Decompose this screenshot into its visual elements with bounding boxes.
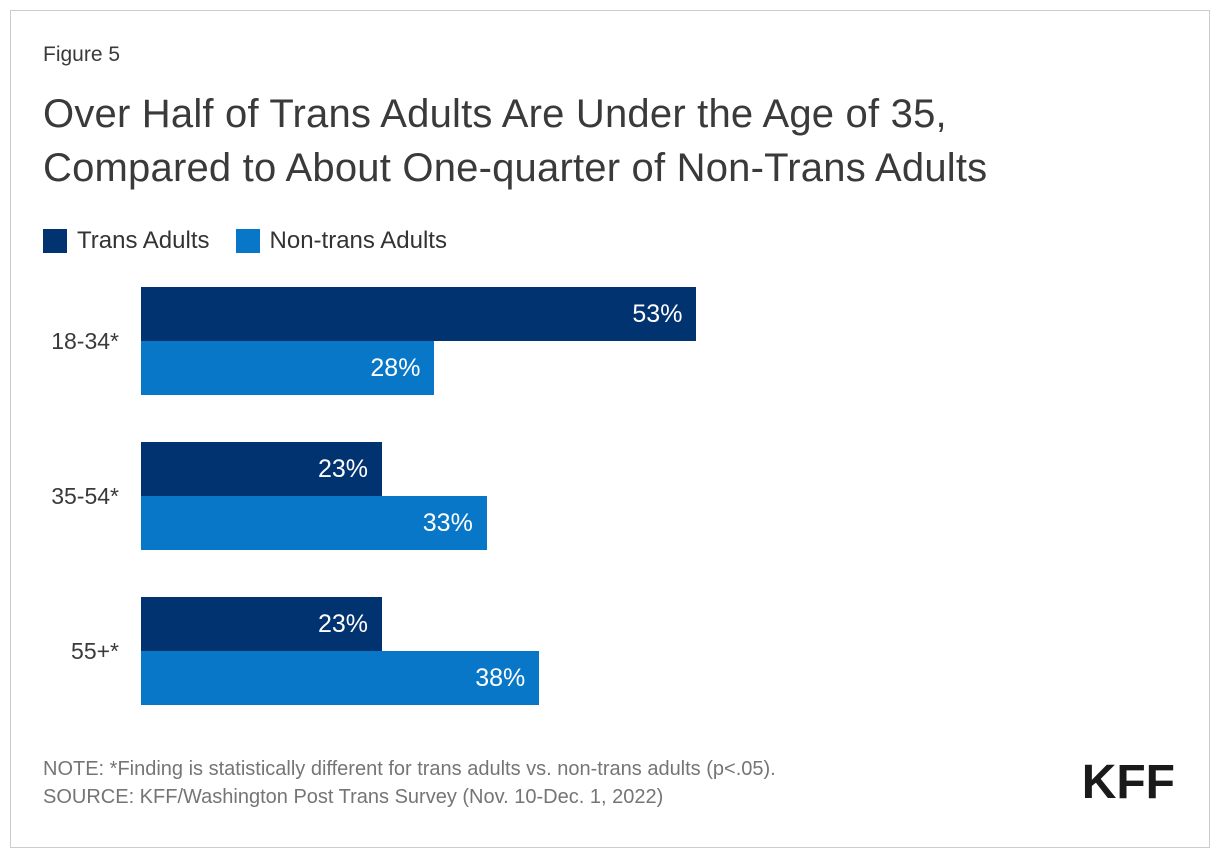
chart-title: Over Half of Trans Adults Are Under the … (43, 87, 1189, 195)
bar-non-trans-adults-55-plus: 38% (141, 651, 540, 705)
chart-title-line2: Compared to About One-quarter of Non-Tra… (43, 146, 988, 190)
figure-frame: Figure 5 Over Half of Trans Adults Are U… (10, 10, 1210, 848)
chart-title-line1: Over Half of Trans Adults Are Under the … (43, 92, 947, 136)
bars-18-34: 53% 28% (141, 287, 1189, 395)
bar-group-35-54: 35-54* 23% 33% (43, 442, 1189, 550)
bars-55-plus: 23% 38% (141, 597, 1189, 705)
legend-item-trans-adults: Trans Adults (43, 227, 210, 255)
bar-non-trans-adults-35-54: 33% (141, 496, 487, 550)
trans-adults-swatch-icon (43, 229, 67, 253)
figure-label: Figure 5 (43, 43, 121, 66)
kff-logo: KFF (1081, 756, 1175, 809)
note-text: NOTE: *Finding is statistically differen… (43, 758, 776, 780)
bar-group-18-34: 18-34* 53% 28% (43, 287, 1189, 395)
legend-label-non-trans-adults: Non-trans Adults (269, 227, 447, 254)
bar-non-trans-adults-18-34: 28% (141, 341, 435, 395)
category-label-18-34: 18-34* (51, 327, 119, 354)
bar-trans-adults-35-54: 23% (141, 442, 383, 496)
category-label-55-plus: 55+* (71, 637, 119, 664)
legend-label-trans-adults: Trans Adults (77, 227, 210, 254)
bars-35-54: 23% 33% (141, 442, 1189, 550)
non-trans-adults-swatch-icon (235, 229, 260, 253)
legend-item-non-trans-adults: Non-trans Adults (235, 227, 447, 255)
footer-notes: NOTE: *Finding is statistically differen… (43, 755, 776, 811)
bar-trans-adults-18-34: 53% (141, 287, 697, 341)
bar-group-55-plus: 55+* 23% 38% (43, 597, 1189, 705)
bar-chart: 18-34* 53% 28% 35-54* 23% 33% 55+* 23% 3… (43, 287, 1189, 705)
category-label-35-54: 35-54* (51, 482, 119, 509)
source-text: SOURCE: KFF/Washington Post Trans Survey… (43, 786, 664, 808)
legend: Trans Adults Non-trans Adults (43, 227, 1189, 255)
bar-trans-adults-55-plus: 23% (141, 597, 383, 651)
